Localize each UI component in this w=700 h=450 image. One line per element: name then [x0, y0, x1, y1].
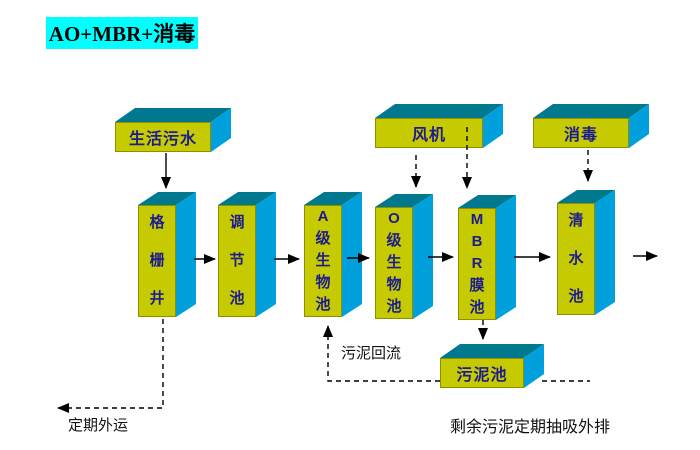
box-front-face: 清水池 — [557, 203, 595, 315]
node-label: MBR膜池 — [469, 211, 485, 316]
box-side-face — [595, 190, 615, 315]
node-mbr-tank: MBR膜池 — [458, 195, 516, 320]
node-disinfection: 消毒 — [533, 104, 649, 148]
box-side-face — [211, 108, 231, 152]
box-front-face: MBR膜池 — [458, 208, 496, 320]
box-side-face — [483, 104, 503, 148]
label-excess-sludge-note: 剩余污泥定期抽吸外排 — [450, 419, 611, 436]
node-label: 调节池 — [229, 214, 245, 307]
box-top-face — [115, 108, 231, 122]
diagram-title: AO+MBR+消毒 — [46, 17, 198, 49]
node-regulating-tank: 调节池 — [218, 192, 276, 317]
node-label: O级生物池 — [386, 210, 402, 315]
box-front-face: O级生物池 — [375, 207, 413, 319]
box-front-face: 格栅井 — [138, 205, 176, 317]
box-side-face — [629, 104, 649, 148]
box-side-face — [524, 344, 544, 388]
node-a-bio-tank: A级生物池 — [304, 192, 362, 317]
box-side-face — [176, 192, 196, 317]
box-side-face — [256, 192, 276, 317]
box-front-face: A级生物池 — [304, 205, 342, 317]
box-top-face — [440, 344, 544, 358]
box-front-face: 风机 — [375, 118, 483, 148]
node-clear-water-tank: 清水池 — [557, 190, 615, 315]
node-grid-well: 格栅井 — [138, 192, 196, 317]
node-label: 清水池 — [568, 212, 584, 305]
box-front-face: 消毒 — [533, 118, 629, 148]
box-side-face — [413, 194, 433, 319]
node-label: 生活污水 — [128, 131, 197, 148]
label-sludge-return: 污泥回流 — [341, 345, 402, 362]
box-side-face — [496, 195, 516, 320]
node-label: A级生物池 — [315, 208, 331, 313]
node-label: 消毒 — [563, 127, 598, 144]
box-top-face — [533, 104, 649, 118]
box-front-face: 生活污水 — [115, 122, 211, 152]
node-o-bio-tank: O级生物池 — [375, 194, 433, 319]
node-fan: 风机 — [375, 104, 503, 148]
node-label: 风机 — [411, 127, 446, 144]
node-sludge-tank: 污泥池 — [440, 344, 544, 388]
box-front-face: 污泥池 — [440, 358, 524, 388]
box-front-face: 调节池 — [218, 205, 256, 317]
label-periodic-offsite-transport: 定期外运 — [68, 417, 129, 434]
box-top-face — [375, 104, 503, 118]
node-sewage: 生活污水 — [115, 108, 231, 152]
node-label: 格栅井 — [149, 214, 165, 307]
box-side-face — [342, 192, 362, 317]
node-label: 污泥池 — [456, 367, 508, 384]
dashed-arrow-grid-well-to-offsite — [57, 319, 164, 413]
